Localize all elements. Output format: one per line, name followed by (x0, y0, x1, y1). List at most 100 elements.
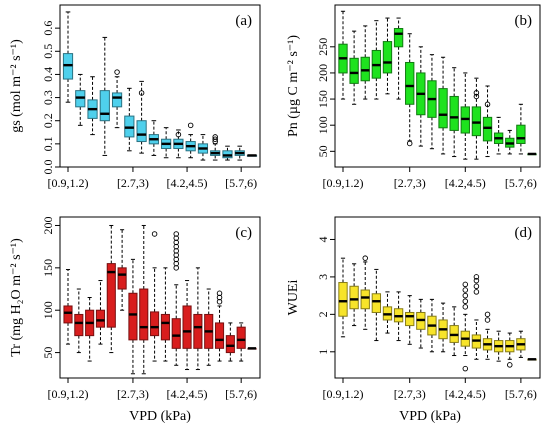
outlier-point (138, 90, 145, 96)
outlier-point (462, 365, 469, 372)
box-6 (393, 17, 404, 100)
x-tick-label: [5.7,6) (225, 176, 257, 190)
iqr-box (516, 124, 526, 144)
x-tick-label: [4.2,4.5) (167, 176, 208, 190)
panel-tag: (d) (515, 225, 533, 241)
outlier-point (484, 101, 491, 108)
y-tick-label: 150 (41, 259, 55, 277)
box-15 (214, 290, 225, 362)
box-14 (222, 145, 233, 161)
box-8 (416, 46, 426, 147)
iqr-box (182, 305, 192, 349)
x-tick-label: [0.9,1.2) (323, 176, 364, 190)
iqr-box (106, 263, 116, 328)
plot-frame (334, 216, 541, 379)
iqr-box (338, 282, 348, 317)
box-10 (438, 56, 448, 155)
box-4 (95, 280, 106, 345)
y-tick-label: 200 (316, 64, 330, 82)
y-tick-label: 0.2 (41, 113, 55, 128)
outlier-point (187, 122, 194, 129)
box-7 (136, 80, 147, 154)
y-tick-label: 0.6 (41, 21, 55, 36)
iqr-box (95, 309, 106, 328)
outlier-point (173, 231, 179, 237)
outlier-point (175, 131, 182, 138)
box-13 (471, 77, 482, 160)
iqr-box (438, 88, 448, 129)
box-6 (117, 229, 127, 311)
box-2 (349, 30, 359, 105)
panel-2: 50 100 150 200 250 Pn (µg C m⁻² s⁻¹) (b) [0.9,1… (286, 4, 541, 190)
outlier-point (462, 287, 469, 293)
outlier-point (473, 289, 480, 295)
box-7 (405, 295, 415, 345)
x-tick-label: [2.7,3) (394, 176, 426, 190)
box-2 (74, 288, 84, 354)
x-tick-label: [0.9,1.2) (48, 387, 89, 401)
iqr-box (349, 285, 359, 310)
box-8 (139, 224, 149, 375)
box-15 (234, 145, 245, 161)
y-tick-label: 0.3 (41, 90, 55, 105)
y-axis-label: gs (mol m⁻² s⁻¹) (9, 39, 24, 133)
box-12 (460, 281, 470, 372)
iqr-box (393, 28, 404, 48)
x-tick-label: [2.7,3) (117, 176, 149, 190)
box-1 (338, 10, 348, 100)
box-4 (371, 20, 382, 100)
box-13 (471, 274, 482, 360)
iqr-box (150, 311, 160, 337)
box-11 (185, 122, 196, 159)
y-tick-label: 0.0 (41, 160, 55, 175)
box-5 (382, 291, 393, 334)
box-16 (246, 154, 258, 157)
iqr-box (74, 313, 84, 337)
box-3 (85, 297, 95, 362)
outlier-point (212, 136, 218, 142)
box-18 (527, 358, 537, 361)
box-4 (371, 268, 382, 342)
box-14 (482, 85, 493, 158)
panel-1: 0.0 0.1 0.2 0.3 0.4 0.5 0.6 gs (mol m⁻² s⁻¹) (a)… (9, 4, 261, 190)
box-11 (171, 231, 181, 366)
box-17 (516, 103, 526, 155)
outlier-point (406, 140, 413, 147)
iqr-box (471, 106, 482, 137)
y-tick-label: 100 (41, 301, 55, 319)
box-11 (449, 306, 459, 357)
box-12 (197, 134, 209, 161)
outlier-point (473, 90, 480, 96)
box-7 (128, 258, 138, 375)
y-tick-label: 200 (41, 216, 55, 234)
outlier-point (484, 317, 491, 323)
iqr-box (405, 311, 415, 327)
iqr-box (117, 267, 127, 290)
y-tick-label: 0.1 (41, 136, 55, 151)
panel-tag: (c) (235, 225, 252, 241)
iqr-box (136, 120, 147, 143)
box-9 (150, 231, 160, 362)
box-17 (516, 330, 526, 358)
iqr-box (482, 116, 493, 142)
box-14 (482, 311, 493, 360)
x-tick-label: [5.7,6) (505, 387, 537, 401)
x-tick-label: [0.9,1.2) (48, 176, 89, 190)
box-12 (182, 280, 192, 371)
y-axis-label: Pn (µg C m⁻² s⁻¹) (286, 35, 301, 137)
outlier-point (362, 255, 368, 261)
box-8 (148, 120, 159, 156)
x-tick-label: [5.7,6) (505, 176, 537, 190)
box-12 (460, 72, 470, 160)
y-axis-label: WUEi (286, 280, 301, 316)
iqr-box (99, 90, 110, 122)
box-8 (416, 298, 426, 349)
box-7 (405, 33, 415, 147)
box-6 (124, 87, 135, 152)
y-tick-label: 50 (316, 145, 330, 157)
outlier-point (151, 231, 158, 237)
box-13 (193, 267, 203, 371)
y-tick-label: 150 (316, 90, 330, 108)
box-16 (505, 332, 515, 368)
y-tick-label: 100 (316, 116, 330, 134)
